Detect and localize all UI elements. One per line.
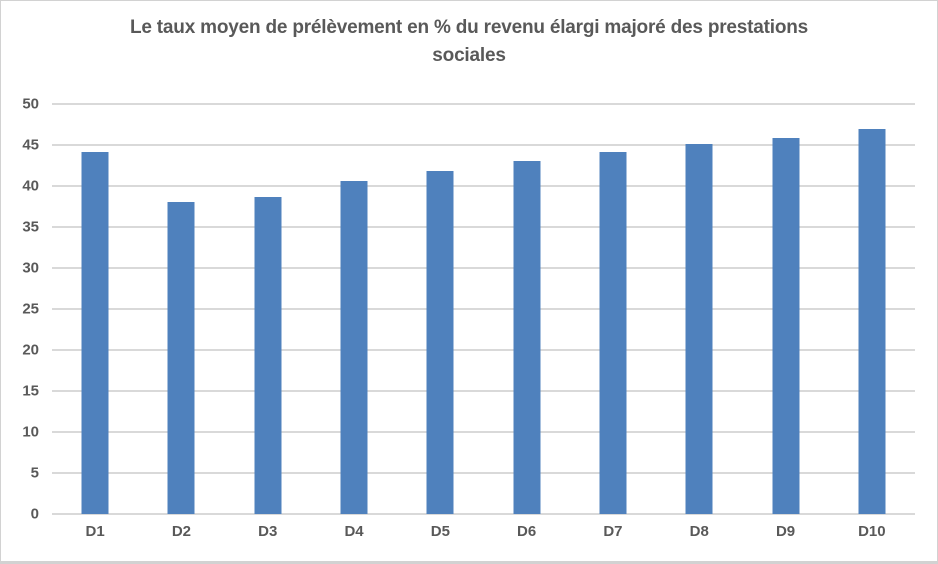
y-axis-tick-label: 30 — [22, 259, 39, 277]
plot-area: 0 5 10 15 20 25 30 35 40 45 50 D1 D2 D3 D4 D5 D6 D7 D8 D9 D1… — [22, 96, 915, 540]
x-axis-category-label: D2 — [171, 523, 192, 540]
chart-title-text: Le taux moyen de prélèvement en % du rev… — [129, 17, 809, 66]
x-axis-category-label: D7 — [603, 523, 623, 540]
y-axis-tick-label: 40 — [22, 177, 39, 195]
y-axis-tick-label: 10 — [22, 423, 39, 441]
bar — [254, 197, 282, 514]
x-axis-category-label: D10 — [858, 523, 886, 540]
gridline — [52, 103, 915, 105]
bar — [340, 181, 368, 514]
gridline — [52, 431, 915, 433]
bar — [685, 144, 713, 514]
y-axis-tick-label: 0 — [30, 505, 39, 523]
gridline — [52, 308, 915, 310]
gridline — [52, 267, 915, 269]
gridline — [52, 349, 915, 351]
y-axis-tick-label: 25 — [22, 300, 39, 318]
bar — [426, 171, 454, 514]
bar — [599, 151, 627, 514]
gridline — [52, 144, 915, 146]
x-axis-category-label: D1 — [85, 523, 105, 540]
chart-title: Le taux moyen de prélèvement en % du rev… — [1, 14, 937, 71]
gridline — [52, 513, 915, 515]
x-axis-category-label: D6 — [517, 523, 537, 540]
y-axis-tick-label: 50 — [22, 95, 39, 113]
y-axis-tick-label: 5 — [30, 464, 39, 482]
x-axis-category-label: D8 — [689, 523, 709, 540]
bar — [167, 201, 195, 514]
y-axis-tick-label: 35 — [22, 218, 39, 236]
y-axis-tick-label: 15 — [22, 382, 39, 400]
bar — [513, 161, 541, 514]
bar — [858, 128, 886, 514]
x-axis-category-label: D5 — [430, 523, 450, 540]
gridline — [52, 185, 915, 187]
gridline — [52, 390, 915, 392]
bar — [81, 151, 109, 514]
y-axis-tick-label: 45 — [22, 136, 39, 154]
bar — [772, 138, 800, 514]
x-axis-category-label: D4 — [344, 523, 364, 540]
y-axis-tick-label: 20 — [22, 341, 39, 359]
x-axis-category-label: D9 — [775, 523, 796, 540]
gridline — [52, 472, 915, 474]
x-axis-category-label: D3 — [258, 523, 278, 540]
gridline — [52, 226, 915, 228]
